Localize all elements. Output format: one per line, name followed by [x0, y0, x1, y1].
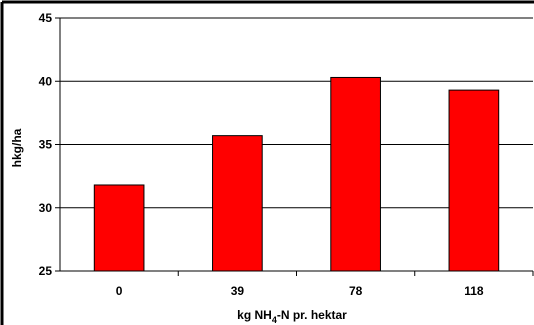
- x-tick-label-0: 0: [116, 284, 123, 298]
- bar-78: [330, 76, 381, 272]
- x-tick-label-78: 78: [349, 284, 363, 298]
- x-axis-title-subscript: 4: [272, 315, 277, 325]
- bar-118: [448, 89, 500, 272]
- axes: [55, 17, 534, 276]
- y-axis-title: hkg/ha: [10, 128, 24, 167]
- bar-0: [93, 184, 145, 272]
- y-tick-label-30: 30: [39, 201, 53, 215]
- bar-series: [93, 76, 500, 272]
- y-tick-label-40: 40: [39, 74, 53, 88]
- x-axis-title: kg NH4-N pr. hektar: [237, 308, 347, 325]
- y-tick-labels: 25 30 35 40 45: [39, 11, 53, 278]
- x-tick-label-118: 118: [464, 284, 484, 298]
- x-tick-label-39: 39: [231, 284, 245, 298]
- y-tick-label-45: 45: [39, 11, 53, 25]
- bar-39: [212, 135, 263, 272]
- y-tick-label-25: 25: [39, 264, 53, 278]
- x-axis-title-suffix: -N pr. hektar: [277, 308, 347, 322]
- x-tick-labels: 0 39 78 118: [116, 284, 484, 298]
- x-axis-title-prefix: kg NH: [237, 308, 272, 322]
- y-tick-label-35: 35: [39, 138, 53, 152]
